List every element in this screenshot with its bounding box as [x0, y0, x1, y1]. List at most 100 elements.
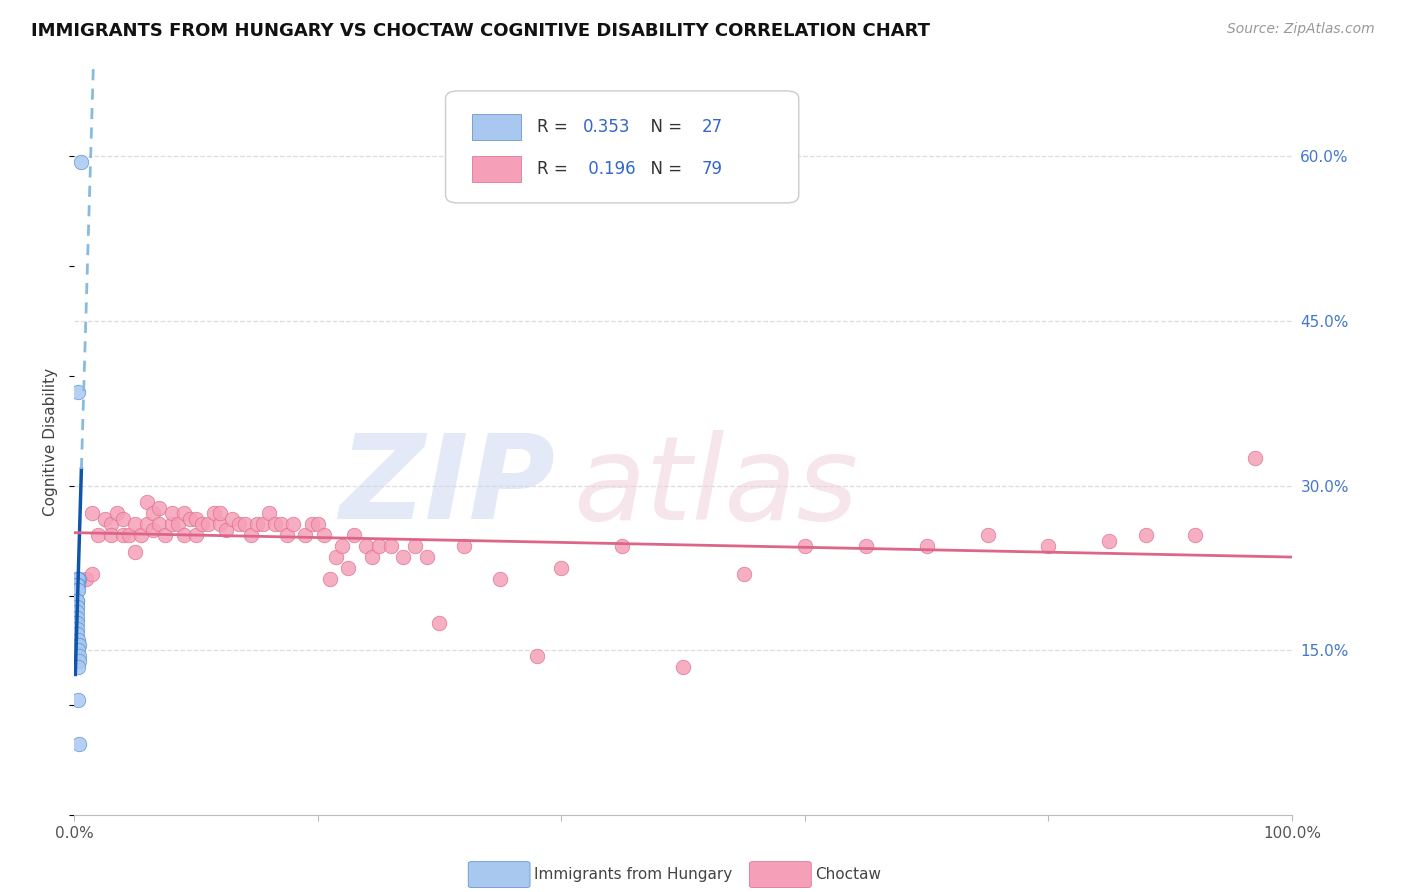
- Point: [855, 539, 877, 553]
- Point: [793, 539, 815, 553]
- Point: [325, 550, 347, 565]
- Point: [915, 539, 938, 553]
- Text: 0.196: 0.196: [583, 161, 636, 178]
- Point: [184, 512, 207, 526]
- Bar: [472, 113, 522, 140]
- Point: [67, 572, 90, 586]
- Point: [65, 599, 87, 614]
- Point: [124, 544, 146, 558]
- Text: R =: R =: [537, 161, 572, 178]
- Point: [65, 605, 87, 619]
- Point: [416, 550, 439, 565]
- Point: [526, 648, 548, 663]
- Point: [221, 512, 243, 526]
- Point: [361, 550, 384, 565]
- Point: [330, 539, 353, 553]
- Point: [66, 385, 89, 400]
- Point: [87, 528, 110, 542]
- Point: [111, 512, 134, 526]
- Point: [82, 506, 104, 520]
- Point: [252, 517, 274, 532]
- Text: 79: 79: [702, 161, 723, 178]
- Point: [118, 528, 141, 542]
- Point: [301, 517, 323, 532]
- Text: R =: R =: [537, 118, 572, 136]
- Point: [66, 693, 89, 707]
- Point: [264, 517, 287, 532]
- Point: [184, 528, 207, 542]
- Point: [1184, 528, 1206, 542]
- Point: [124, 517, 146, 532]
- Text: Choctaw: Choctaw: [815, 867, 882, 881]
- Text: Immigrants from Hungary: Immigrants from Hungary: [534, 867, 733, 881]
- Point: [246, 517, 269, 532]
- Point: [65, 577, 87, 591]
- FancyBboxPatch shape: [446, 91, 799, 202]
- Text: Source: ZipAtlas.com: Source: ZipAtlas.com: [1227, 22, 1375, 37]
- Text: N =: N =: [640, 161, 688, 178]
- Point: [166, 517, 188, 532]
- Text: IMMIGRANTS FROM HUNGARY VS CHOCTAW COGNITIVE DISABILITY CORRELATION CHART: IMMIGRANTS FROM HUNGARY VS CHOCTAW COGNI…: [31, 22, 929, 40]
- Point: [550, 561, 572, 575]
- Point: [65, 572, 87, 586]
- Point: [276, 528, 298, 542]
- Point: [66, 638, 89, 652]
- Point: [100, 517, 122, 532]
- Point: [1098, 533, 1121, 548]
- Y-axis label: Cognitive Disability: Cognitive Disability: [44, 368, 58, 516]
- Point: [610, 539, 633, 553]
- Point: [307, 517, 329, 532]
- Point: [160, 506, 183, 520]
- Point: [66, 577, 89, 591]
- Text: N =: N =: [640, 118, 688, 136]
- Point: [976, 528, 998, 542]
- Point: [65, 615, 87, 630]
- Point: [148, 500, 170, 515]
- Point: [65, 627, 87, 641]
- Point: [733, 566, 755, 581]
- Point: [356, 539, 378, 553]
- Point: [70, 154, 93, 169]
- Point: [67, 648, 90, 663]
- Point: [489, 572, 512, 586]
- Point: [257, 506, 280, 520]
- Point: [111, 528, 134, 542]
- Point: [67, 638, 90, 652]
- Point: [337, 561, 360, 575]
- Text: 0.353: 0.353: [583, 118, 631, 136]
- Point: [1244, 451, 1267, 466]
- Point: [209, 506, 232, 520]
- Point: [142, 523, 165, 537]
- Point: [65, 594, 87, 608]
- Point: [160, 517, 183, 532]
- Point: [142, 506, 165, 520]
- Point: [215, 523, 238, 537]
- Point: [67, 655, 90, 669]
- Point: [93, 512, 115, 526]
- Point: [66, 632, 89, 647]
- Point: [82, 566, 104, 581]
- Text: 27: 27: [702, 118, 723, 136]
- Text: ZIP: ZIP: [339, 429, 555, 544]
- Point: [239, 528, 262, 542]
- Point: [66, 572, 89, 586]
- Point: [367, 539, 389, 553]
- Point: [209, 517, 232, 532]
- Point: [179, 512, 201, 526]
- Point: [429, 615, 451, 630]
- Point: [404, 539, 426, 553]
- Point: [66, 660, 89, 674]
- Point: [1038, 539, 1060, 553]
- Point: [66, 583, 89, 598]
- Point: [67, 737, 90, 751]
- Point: [1135, 528, 1157, 542]
- Point: [65, 583, 87, 598]
- Point: [202, 506, 225, 520]
- Point: [148, 517, 170, 532]
- Point: [65, 610, 87, 624]
- Point: [294, 528, 316, 542]
- Point: [65, 594, 87, 608]
- Bar: [472, 156, 522, 182]
- Point: [65, 622, 87, 636]
- Point: [453, 539, 475, 553]
